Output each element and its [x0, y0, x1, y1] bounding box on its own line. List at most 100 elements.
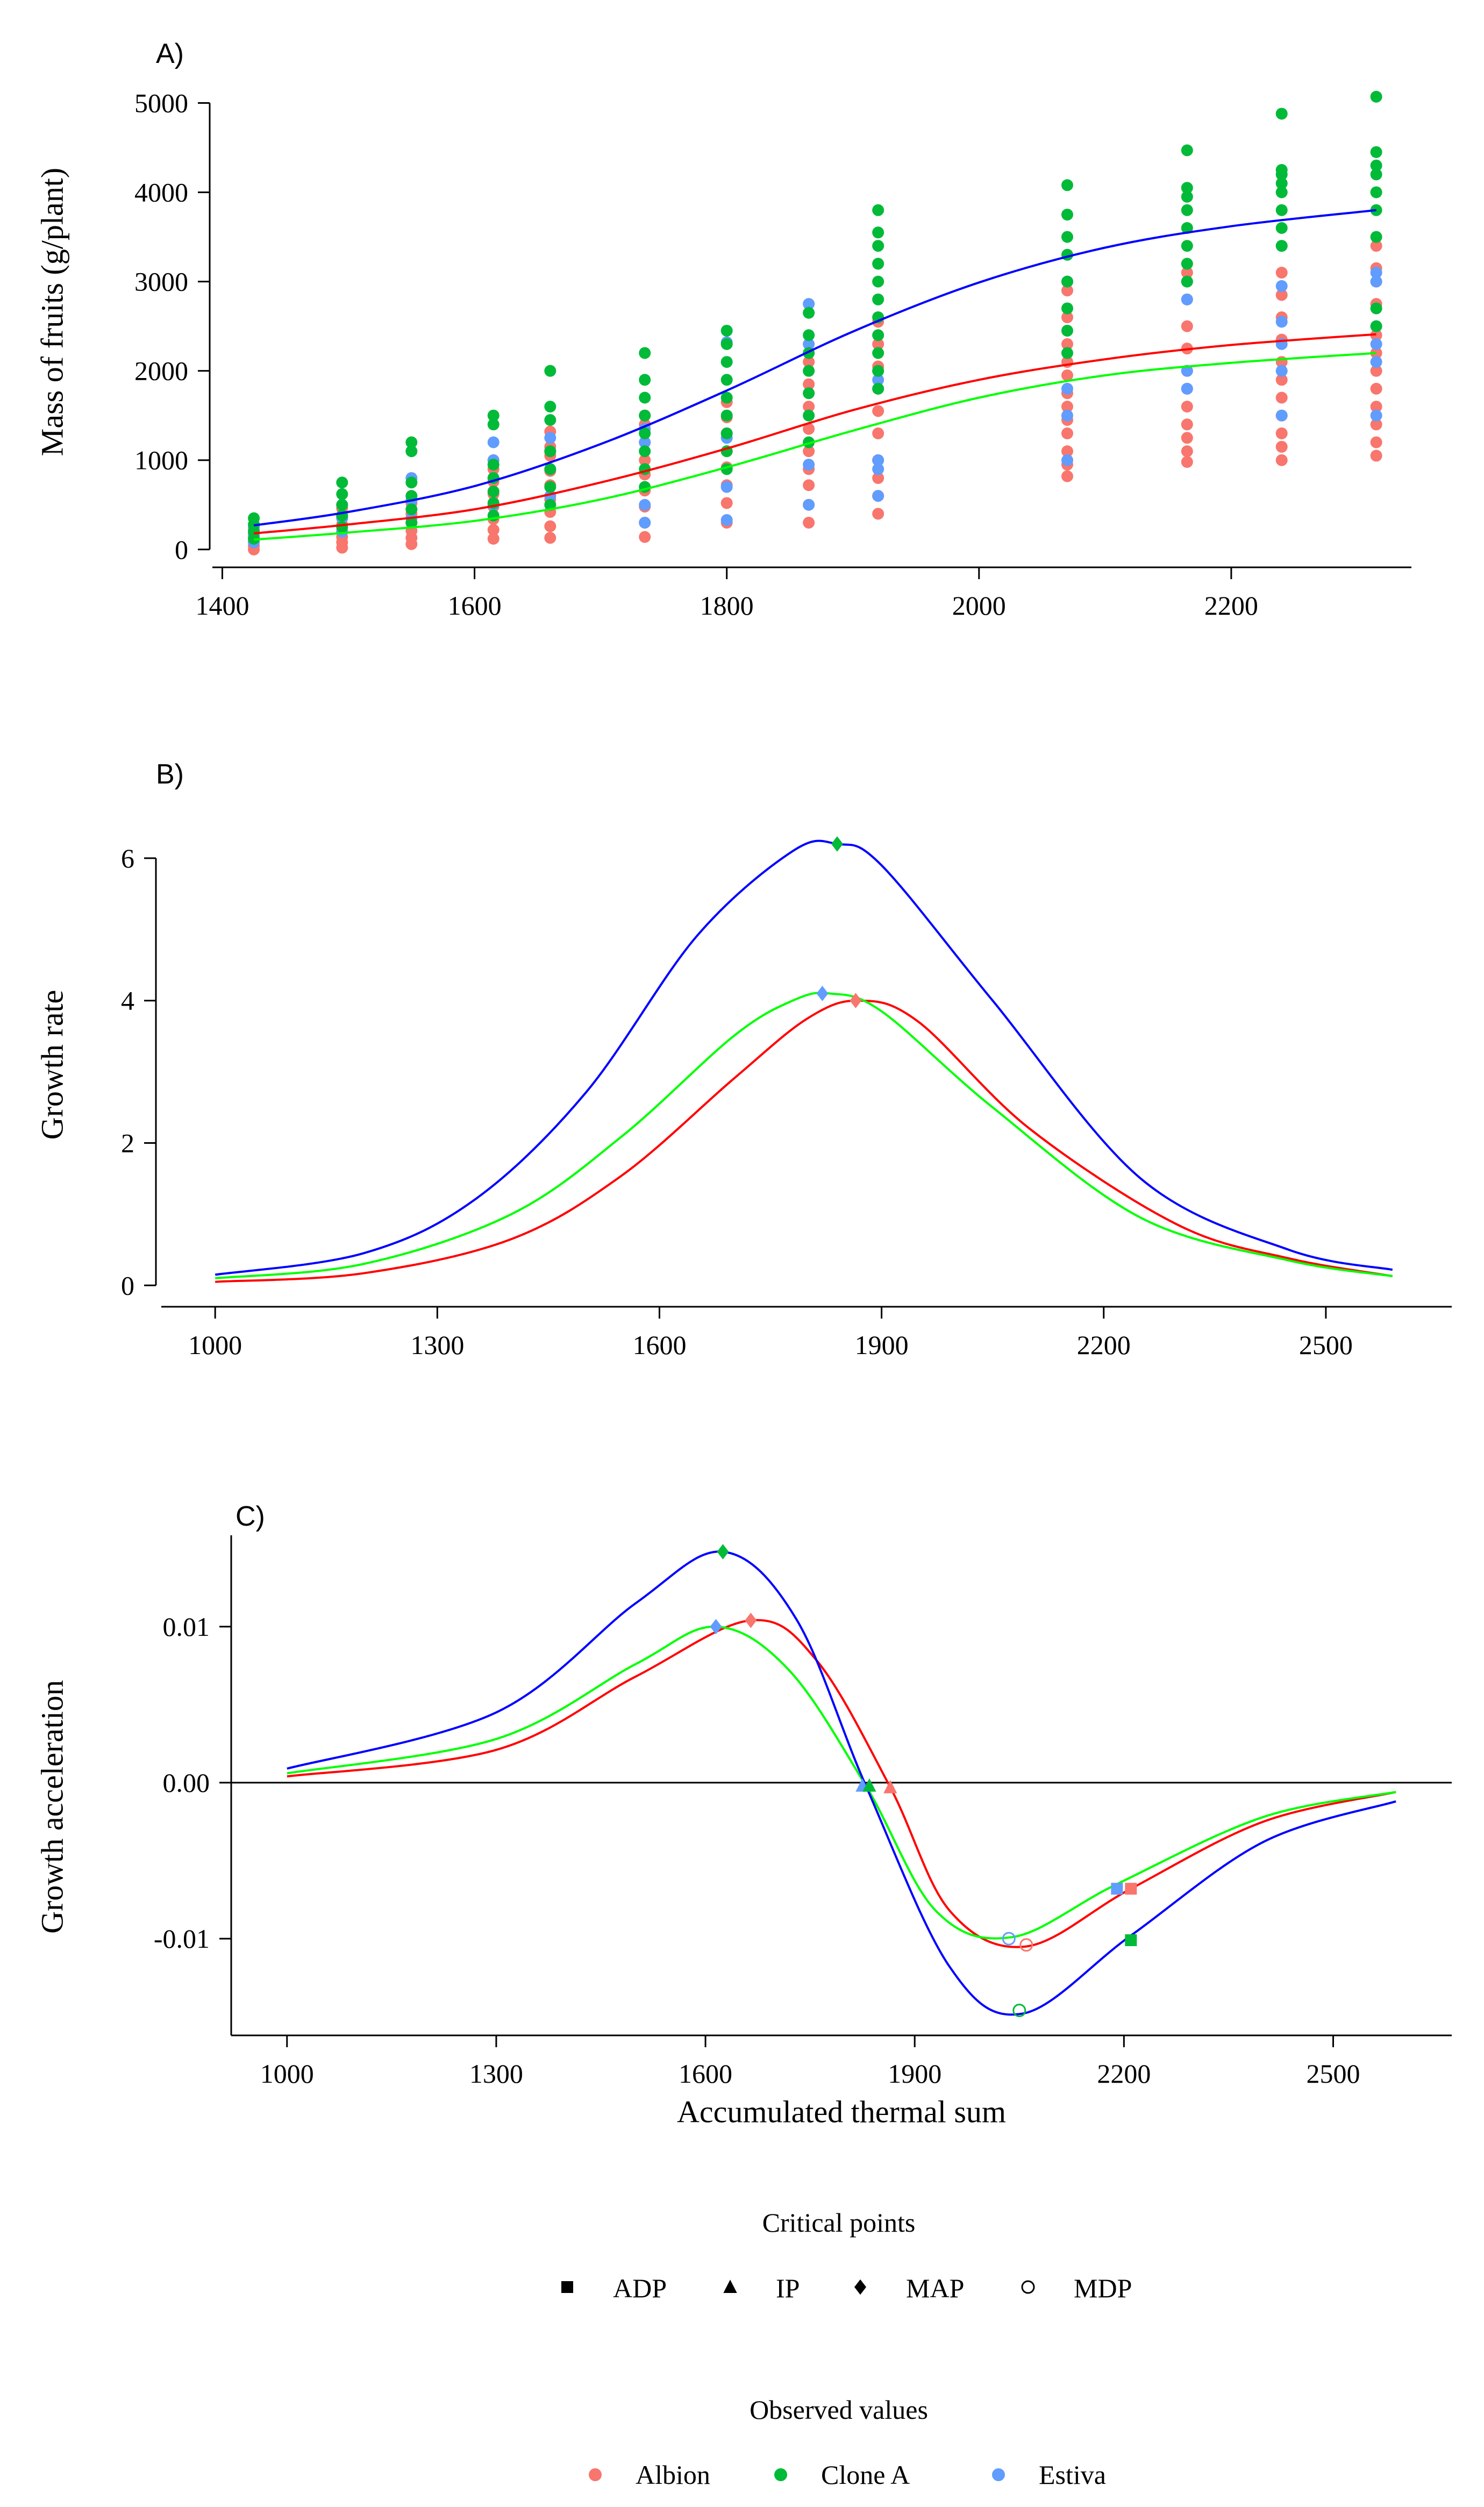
data-point-clone-a — [720, 356, 733, 368]
data-point-estiva — [1061, 382, 1073, 395]
data-point-clone-a — [1275, 240, 1288, 252]
data-point-clone-a — [1181, 144, 1193, 156]
x-tick-label: 2200 — [1097, 2059, 1151, 2089]
data-point-clone-a — [405, 476, 418, 489]
data-point-albion — [487, 532, 500, 545]
data-point-clone-a — [1370, 231, 1382, 243]
y-tick-label: 0.00 — [163, 1768, 210, 1798]
critical-point-map-clone-a — [831, 836, 843, 852]
data-point-albion — [1275, 454, 1288, 466]
data-point-albion — [1061, 338, 1073, 350]
data-point-clone-a — [720, 324, 733, 337]
data-point-clone-a — [803, 409, 815, 422]
x-tick-label: 1300 — [410, 1330, 464, 1360]
data-point-estiva — [639, 516, 651, 529]
data-point-clone-a — [872, 258, 884, 270]
critical-point-adp-albion — [1125, 1883, 1137, 1895]
data-point-albion — [1061, 445, 1073, 458]
data-point-clone-a — [1061, 324, 1073, 337]
y-tick-label: 2 — [121, 1128, 134, 1158]
data-point-estiva — [803, 459, 815, 471]
data-point-clone-a — [803, 307, 815, 319]
data-point-albion — [1181, 418, 1193, 431]
data-point-clone-a — [1275, 204, 1288, 216]
data-point-albion — [1181, 320, 1193, 332]
data-point-estiva — [803, 298, 815, 310]
critical-point-mdp-albion — [1019, 1938, 1033, 1952]
x-tick-label: 1000 — [188, 1330, 242, 1360]
data-point-albion — [1370, 365, 1382, 377]
data-point-albion — [803, 423, 815, 435]
legend: Critical points ADP IP MAP MDP Observed value… — [561, 2207, 1132, 2490]
data-point-albion — [1275, 427, 1288, 439]
data-point-albion — [1061, 369, 1073, 381]
x-tick-label: 2200 — [1077, 1330, 1131, 1360]
data-point-clone-a — [639, 374, 651, 386]
critical-point-ip-albion — [883, 1779, 897, 1793]
data-point-clone-a — [405, 445, 418, 458]
data-point-albion — [639, 531, 651, 543]
critical-point-mdp-clone-a — [1012, 2004, 1026, 2018]
data-point-clone-a — [639, 391, 651, 404]
data-point-albion — [872, 405, 884, 417]
data-point-clone-a — [1370, 302, 1382, 315]
data-point-albion — [1061, 470, 1073, 482]
data-point-albion — [1370, 436, 1382, 448]
data-point-albion — [803, 401, 815, 413]
legend-marker-clone-a — [774, 2468, 787, 2481]
legend-label-albion: Albion — [636, 2460, 710, 2490]
legend-marker-albion — [589, 2468, 602, 2481]
data-point-clone-a — [872, 204, 884, 216]
data-point-clone-a — [544, 445, 556, 458]
legend-title-observed-values: Observed values — [750, 2395, 928, 2425]
data-point-clone-a — [1370, 146, 1382, 158]
data-point-albion — [803, 378, 815, 390]
data-point-clone-a — [1181, 190, 1193, 203]
data-point-estiva — [1181, 293, 1193, 305]
data-point-estiva — [1370, 356, 1382, 368]
data-point-clone-a — [1061, 275, 1073, 288]
data-point-albion — [1275, 391, 1288, 404]
panel-b: B) 0 2 4 6 1000 1300 1600 1900 2200 2500 Growth rat… — [35, 759, 1452, 1360]
data-point-clone-a — [544, 463, 556, 475]
data-point-estiva — [544, 432, 556, 444]
data-point-clone-a — [544, 481, 556, 493]
data-point-estiva — [1181, 365, 1193, 377]
curve-estiva — [215, 839, 1393, 1276]
data-point-estiva — [1181, 382, 1193, 395]
data-point-clone-a — [803, 387, 815, 400]
data-point-clone-a — [872, 365, 884, 377]
data-point-estiva — [1061, 409, 1073, 422]
panel-label-c: C) — [236, 1501, 265, 1532]
data-point-clone-a — [336, 488, 348, 500]
data-point-clone-a — [487, 418, 500, 431]
data-point-estiva — [872, 463, 884, 475]
x-tick-label: 1900 — [888, 2059, 941, 2089]
data-point-clone-a — [872, 347, 884, 359]
data-point-clone-a — [1181, 275, 1193, 288]
data-point-estiva — [1061, 454, 1073, 466]
data-point-clone-a — [639, 427, 651, 439]
data-point-clone-a — [720, 427, 733, 439]
data-point-estiva — [1275, 280, 1288, 292]
panel-c: C) 0.01 0.00 -0.01 1000 1300 1600 1900 2200 2500 G… — [35, 1501, 1452, 2129]
critical-point-map-albion — [850, 993, 862, 1009]
data-point-clone-a — [1061, 231, 1073, 243]
legend-marker-estiva — [992, 2468, 1005, 2481]
data-point-clone-a — [872, 382, 884, 395]
y-tick-label: 0 — [175, 535, 188, 565]
data-point-estiva — [872, 374, 884, 386]
data-point-albion — [1370, 418, 1382, 431]
curve-albion — [215, 999, 1393, 1283]
panel-a: A) 0 1000 2000 3000 4000 5000 1400 1600 1800 2000 2… — [35, 38, 1411, 621]
data-point-clone-a — [1370, 90, 1382, 103]
data-point-albion — [1181, 432, 1193, 444]
y-axis-title: Growth rate — [35, 990, 70, 1140]
legend-marker-mdp — [1021, 2280, 1035, 2294]
data-point-clone-a — [720, 374, 733, 386]
y-tick-label: 4000 — [134, 177, 188, 208]
data-point-albion — [1275, 289, 1288, 301]
data-point-clone-a — [405, 503, 418, 516]
critical-point-adp-estiva — [1111, 1883, 1123, 1895]
